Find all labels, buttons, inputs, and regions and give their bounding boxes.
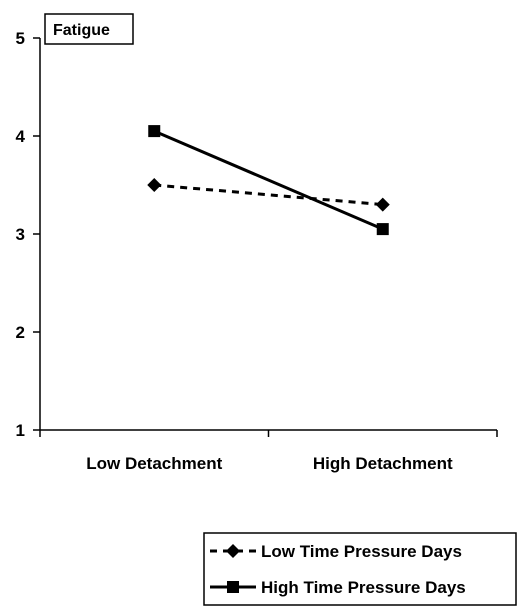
series-line — [154, 183, 383, 207]
series-layer — [147, 125, 390, 236]
x-category-label: High Detachment — [313, 454, 453, 473]
legend-frame — [203, 532, 517, 606]
legend-high-marker — [227, 581, 239, 593]
y-tick-label: 4 — [16, 127, 26, 146]
x-ticks — [39, 430, 498, 437]
y-tick-label: 3 — [16, 225, 25, 244]
y-tick-label: 2 — [16, 323, 25, 342]
square-marker — [376, 223, 389, 236]
legend-low-marker — [226, 544, 240, 558]
diamond-marker — [375, 197, 390, 212]
square-marker — [148, 125, 161, 138]
series-high-time-pressure — [148, 125, 389, 236]
diamond-marker — [147, 178, 162, 192]
x-category-labels: Low Detachment High Detachment — [86, 454, 453, 473]
title-frame — [44, 13, 134, 45]
series-low-time-pressure — [147, 178, 390, 212]
legend-low-label: Low Time Pressure Days — [261, 542, 462, 561]
chart-title-box: Fatigue — [44, 13, 134, 45]
chart-title: Fatigue — [53, 22, 110, 39]
legend-high-label: High Time Pressure Days — [261, 578, 466, 597]
x-category-label: Low Detachment — [86, 454, 222, 473]
series-line — [153, 129, 384, 231]
y-tick-label: 5 — [16, 29, 25, 48]
legend: Low Time Pressure Days High Time Pressur… — [203, 532, 517, 606]
y-tick-label: 1 — [16, 421, 25, 440]
y-ticks: 1 2 3 4 5 — [16, 29, 40, 440]
